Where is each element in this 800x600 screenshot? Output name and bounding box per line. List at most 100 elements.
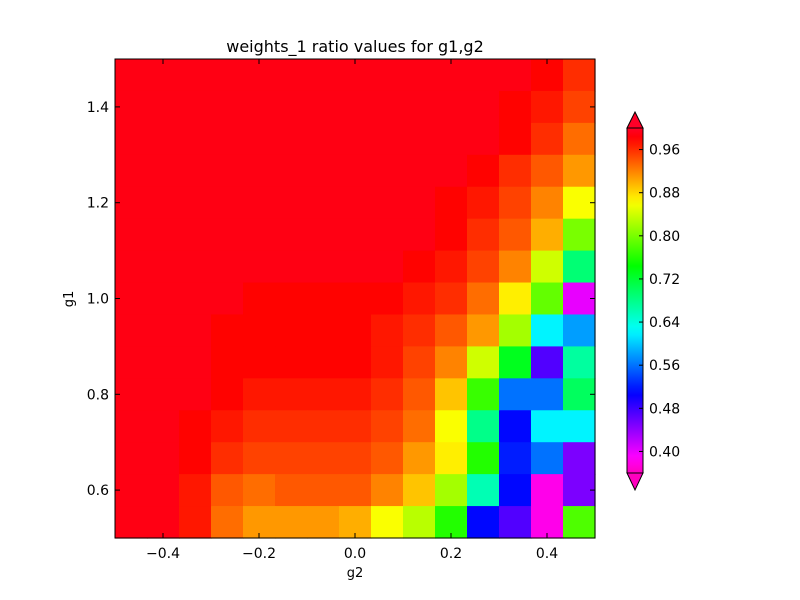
colorbar-tick-label: 0.88 — [649, 186, 680, 202]
heatmap-cell — [211, 154, 244, 188]
heatmap-cell — [339, 218, 372, 252]
heatmap-cell — [211, 282, 244, 316]
heatmap-cell — [179, 59, 212, 92]
heatmap-cell — [563, 314, 596, 347]
heatmap-cell — [275, 410, 308, 443]
heatmap-cell — [371, 59, 404, 92]
heatmap-cell — [563, 410, 596, 443]
heatmap-cell — [307, 346, 340, 379]
heatmap-cell — [115, 442, 148, 475]
heatmap-cell — [403, 122, 436, 156]
heatmap-cell — [435, 282, 468, 316]
heatmap-cell — [467, 314, 500, 347]
heatmap-cell — [531, 122, 564, 156]
heatmap-cell — [403, 410, 436, 443]
heatmap-cell — [147, 282, 180, 316]
heatmap-cell — [243, 154, 276, 188]
heatmap-cell — [211, 378, 244, 411]
heatmap-cell — [307, 474, 340, 507]
colorbar-tick-label: 0.40 — [649, 444, 680, 460]
heatmap-cell — [307, 314, 340, 347]
heatmap-cell — [531, 282, 564, 316]
heatmap-cell — [371, 442, 404, 475]
heatmap-cell — [115, 314, 148, 347]
heatmap-cell — [531, 410, 564, 443]
x-axis: −0.4 −0.2 0.0 0.2 0.4 — [146, 59, 558, 562]
heatmap-cell — [243, 410, 276, 443]
heatmap-cell — [371, 186, 404, 220]
heatmap-cell — [339, 346, 372, 379]
colorbar-tick-label: 0.56 — [649, 358, 680, 374]
heatmap-cell — [499, 122, 532, 156]
y-axis: 0.6 0.8 1.0 1.2 1.4 — [87, 100, 595, 499]
heatmap-cell — [499, 442, 532, 475]
heatmap-cell — [371, 218, 404, 252]
heatmap-cell — [371, 474, 404, 507]
heatmap-cell — [115, 378, 148, 411]
heatmap-cell — [339, 250, 372, 284]
heatmap-cell — [403, 442, 436, 475]
heatmap-cell — [179, 90, 212, 124]
heatmap-cell — [339, 442, 372, 475]
heatmap-cell — [115, 506, 148, 539]
heatmap-cell — [499, 506, 532, 539]
heatmap-cell — [531, 154, 564, 188]
heatmap-cell — [179, 250, 212, 284]
heatmap-cell — [179, 346, 212, 379]
y-tick-label: 1.0 — [87, 292, 109, 308]
heatmap-cell — [371, 154, 404, 188]
heatmap-cell — [147, 346, 180, 379]
heatmap-cell — [467, 218, 500, 252]
heatmap-cell — [147, 314, 180, 347]
heatmap-cell — [435, 90, 468, 124]
x-axis-label: g2 — [347, 566, 364, 581]
heatmap-cell — [499, 314, 532, 347]
heatmap-cell — [371, 346, 404, 379]
heatmap-cell — [403, 314, 436, 347]
colorbar-frame — [626, 127, 644, 474]
heatmap-cell — [115, 154, 148, 188]
heatmap-cell — [499, 218, 532, 252]
heatmap-cell — [371, 410, 404, 443]
heatmap-cell — [115, 346, 148, 379]
heatmap-cell — [115, 59, 148, 92]
heatmap-cell — [531, 378, 564, 411]
heatmap-cell — [243, 346, 276, 379]
heatmap-cell — [115, 474, 148, 507]
heatmap-cell — [275, 474, 308, 507]
heatmap-cell — [403, 474, 436, 507]
heatmap-cell — [275, 122, 308, 156]
y-tick-label: 0.6 — [87, 483, 109, 499]
heatmap-cell — [403, 154, 436, 188]
heatmap-cell — [371, 314, 404, 347]
heatmap-cell — [499, 59, 532, 92]
heatmap-cell — [339, 186, 372, 220]
heatmap-cell — [563, 218, 596, 252]
heatmap-cell — [339, 378, 372, 411]
heatmap-cell — [339, 410, 372, 443]
heatmap-cell — [179, 506, 212, 539]
heatmap-cell — [211, 346, 244, 379]
heatmap-cell — [435, 378, 468, 411]
heatmap-cell — [339, 314, 372, 347]
heatmap-cell — [179, 474, 212, 507]
heatmap-cell — [435, 474, 468, 507]
heatmap-cells — [115, 59, 596, 539]
heatmap-cell — [307, 442, 340, 475]
heatmap-cell — [179, 442, 212, 475]
heatmap-cell — [307, 410, 340, 443]
heatmap-cell — [147, 122, 180, 156]
heatmap-cell — [531, 218, 564, 252]
heatmap-cell — [243, 122, 276, 156]
heatmap-cell — [499, 186, 532, 220]
heatmap-cell — [179, 186, 212, 220]
heatmap-cell — [275, 378, 308, 411]
colorbar: 0.40 0.48 0.56 0.64 0.72 0.80 0.88 0.96 — [626, 110, 680, 492]
heatmap-cell — [275, 186, 308, 220]
heatmap-cell — [403, 346, 436, 379]
heatmap-cell — [275, 314, 308, 347]
heatmap-cell — [307, 506, 340, 539]
heatmap-cell — [467, 59, 500, 92]
x-tick-label: −0.2 — [242, 546, 276, 562]
heatmap-cell — [467, 506, 500, 539]
